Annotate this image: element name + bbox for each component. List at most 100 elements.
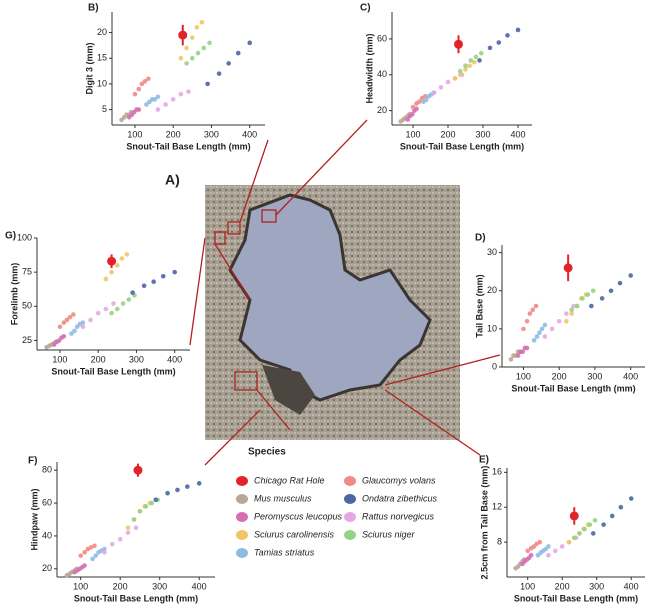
point [110, 541, 115, 547]
y-tick-label: 0 [492, 361, 497, 371]
point [609, 513, 615, 519]
point [126, 297, 132, 302]
y-axis-label: Tail Base (mm) [474, 274, 484, 337]
point [571, 303, 576, 309]
point [590, 288, 596, 294]
y-tick-label: 40 [377, 69, 387, 79]
y-tick-label: 10 [487, 323, 497, 333]
x-tick-label: 200 [440, 129, 455, 139]
point [566, 539, 572, 545]
legend-label: Chicago Rat Hole [254, 475, 325, 485]
point [115, 263, 120, 268]
x-tick-label: 400 [510, 129, 525, 139]
point [530, 307, 536, 313]
point [524, 345, 530, 351]
point [88, 317, 93, 323]
point [601, 522, 606, 527]
point [80, 320, 86, 325]
rat-hole-point [133, 465, 143, 475]
point [178, 91, 184, 97]
point [468, 58, 474, 63]
point [142, 79, 148, 84]
x-axis-label: Snout-Tail Base Length (mm) [126, 141, 250, 151]
point [151, 279, 156, 285]
x-tick-label: 100 [52, 354, 67, 364]
point [521, 326, 526, 332]
legend-swatch [236, 476, 248, 486]
y-tick-label: 25 [22, 335, 32, 345]
legend-label: Rattus norvegicus [362, 511, 435, 521]
point [190, 35, 195, 40]
legend-label: Tamias striatus [254, 547, 315, 557]
point [582, 526, 587, 532]
point [414, 106, 419, 112]
point [141, 283, 147, 289]
legend-swatch [344, 530, 356, 540]
point [617, 280, 623, 286]
point [109, 269, 114, 275]
point [153, 497, 159, 503]
point [546, 552, 551, 558]
connector-lines [189, 119, 501, 466]
x-axis-label: Snout-Tail Base Length (mm) [51, 366, 175, 376]
legend-label: Peromyscus leucopus [254, 511, 343, 521]
legend-label: Sciurus niger [362, 529, 416, 539]
point [405, 117, 411, 122]
point [186, 89, 191, 94]
point [57, 324, 63, 330]
point [155, 107, 161, 112]
point [463, 63, 468, 69]
point [577, 531, 582, 536]
panel-label: C) [360, 3, 371, 14]
point [515, 27, 521, 33]
point [534, 334, 540, 339]
y-tick-label: 20 [42, 563, 52, 573]
point [542, 334, 548, 339]
x-tick-label: 100 [73, 581, 88, 591]
y-tick-label: 10 [97, 78, 107, 88]
y-tick-label: 16 [492, 467, 502, 477]
point [207, 40, 212, 46]
y-axis-label: Digit 3 (mm) [84, 42, 94, 94]
point [422, 94, 428, 99]
point [527, 311, 533, 316]
legend-label: Mus musculus [254, 493, 312, 503]
point [111, 301, 116, 306]
point [61, 334, 67, 339]
x-tick-label: 400 [192, 581, 207, 591]
point [542, 322, 548, 328]
y-tick-label: 5 [102, 104, 107, 114]
point [175, 487, 180, 493]
x-axis-label: Snout-Tail Base Length (mm) [511, 383, 635, 393]
point [431, 90, 437, 96]
point [131, 517, 137, 522]
point [599, 296, 605, 301]
point [520, 349, 526, 355]
point [71, 312, 76, 317]
rat-hole-point [178, 30, 188, 40]
panel-label: B) [88, 3, 99, 14]
point [132, 91, 138, 97]
legend-label: Sciurus carolinensis [254, 529, 335, 539]
point [571, 535, 577, 541]
x-tick-label: 400 [167, 354, 182, 364]
point [69, 331, 74, 336]
point [505, 33, 510, 38]
legend-swatch [236, 548, 248, 558]
point [120, 301, 126, 306]
point [417, 99, 422, 104]
x-tick-label: 200 [555, 581, 570, 591]
point [82, 550, 87, 555]
point [478, 50, 484, 56]
legend-label: Glaucomys volans [362, 475, 436, 485]
point [78, 553, 83, 558]
point [533, 303, 539, 309]
point [95, 310, 101, 316]
point [117, 536, 123, 542]
point [445, 79, 451, 85]
y-axis-label: Forelimb (mm) [9, 263, 19, 326]
figure-label: A) [165, 172, 180, 188]
point [410, 111, 415, 117]
y-tick-label: 30 [487, 247, 497, 257]
